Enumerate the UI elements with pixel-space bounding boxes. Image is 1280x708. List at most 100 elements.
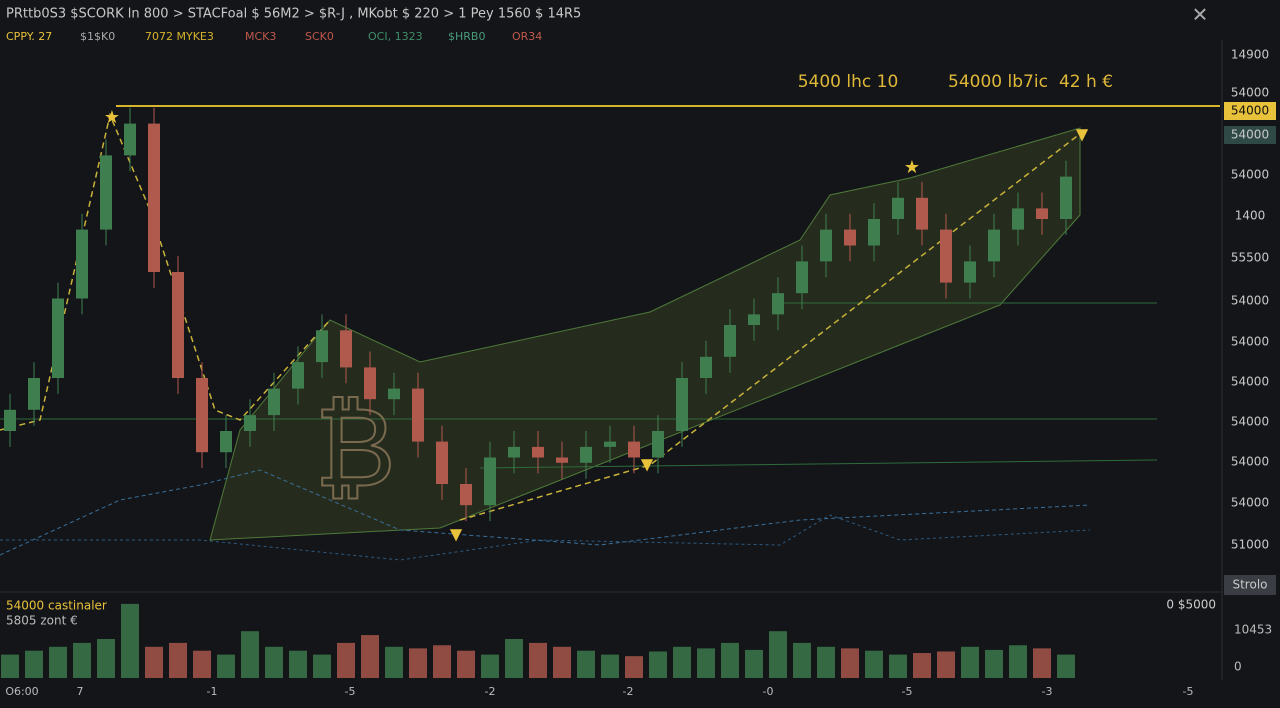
x-axis-label: O6:00 <box>5 685 38 698</box>
price-axis-label: 54000 <box>1231 455 1269 469</box>
volume-bar <box>1009 645 1027 678</box>
volume-bar <box>1 654 19 678</box>
volume-bar <box>433 645 451 678</box>
annotation: 5400 lhc 10 <box>798 72 899 92</box>
price-axis-label: 54000 <box>1231 86 1269 100</box>
support-line <box>479 459 1158 469</box>
toolbar-item[interactable]: 7072 MYKE3 <box>145 30 214 43</box>
ma-line <box>0 469 1091 556</box>
marker: ▼ <box>1076 125 1089 144</box>
volume-bar <box>385 646 403 678</box>
candle-body <box>196 378 208 453</box>
candle-body <box>220 431 232 453</box>
candle-body <box>676 378 688 431</box>
candle-body <box>388 388 400 400</box>
toolbar-item[interactable]: OCI, 1323 <box>368 30 423 43</box>
candle-body <box>76 229 88 299</box>
x-axis-label: -2 <box>485 685 496 698</box>
candle-body <box>244 415 256 431</box>
x-axis-label: -5 <box>345 685 356 698</box>
breadcrumb: PRttb0S3 $SCORK ln 800 > STACFoal $ 56M2… <box>6 7 581 22</box>
volume-bar <box>265 646 283 678</box>
price-axis-label: 54000 <box>1231 335 1269 349</box>
trend-dashed <box>0 112 331 431</box>
volume-bar <box>697 648 715 678</box>
annotation: 54000 lb7ic <box>948 72 1048 92</box>
x-axis-label: -5 <box>902 685 913 698</box>
candle-body <box>340 330 352 368</box>
candle-body <box>412 388 424 442</box>
volume-bar <box>337 642 355 678</box>
volume-bar <box>889 654 907 678</box>
toolbar-item[interactable]: $HRB0 <box>448 30 485 43</box>
price-axis-label: 54000 <box>1231 415 1269 429</box>
price-axis-label: 1400 <box>1235 209 1266 223</box>
price-highlight <box>1224 126 1276 144</box>
volume-bar <box>961 646 979 678</box>
channel <box>209 127 1081 541</box>
candle-body <box>556 457 568 463</box>
candle-body <box>100 155 112 230</box>
candle-body <box>268 388 280 416</box>
x-axis-label: -0 <box>763 685 774 698</box>
candle-body <box>148 123 160 272</box>
volume-bar <box>793 642 811 678</box>
volume-bar <box>97 639 115 678</box>
volume-bar <box>769 631 787 678</box>
volume-bar <box>217 654 235 678</box>
candle-body <box>844 229 856 246</box>
candle-body <box>916 197 928 230</box>
candle-body <box>484 457 496 506</box>
toolbar-item[interactable]: $1$K0 <box>80 30 115 43</box>
volume-bar <box>817 646 835 678</box>
price-axis-label: 54000 <box>1231 294 1269 308</box>
toolbar-item[interactable]: SCK0 <box>305 30 334 43</box>
candle-body <box>52 298 64 378</box>
volume-bar <box>673 646 691 678</box>
volume-bar <box>169 642 187 678</box>
volume-legend: 5805 zont € <box>6 614 78 628</box>
candle-body <box>460 484 472 506</box>
candle-body <box>364 367 376 400</box>
candle-body <box>1012 208 1024 230</box>
price-axis-label: 14900 <box>1231 48 1269 62</box>
volume-bar <box>121 603 139 678</box>
candle-body <box>748 314 760 325</box>
candle-body <box>604 441 616 447</box>
volume-bar <box>289 650 307 678</box>
x-axis-label: 7 <box>77 685 84 698</box>
toolbar-item[interactable]: CPPY. 27 <box>6 30 52 43</box>
volume-bar <box>865 650 883 678</box>
volume-bar <box>601 654 619 678</box>
x-axis-label: -5 <box>1183 685 1194 698</box>
price-axis-label: 54000 <box>1231 104 1269 118</box>
volume-legend: 54000 castinaler <box>6 599 107 613</box>
price-axis-label: 54000 <box>1231 168 1269 182</box>
volume-bar <box>937 651 955 678</box>
price-highlight <box>1224 575 1276 595</box>
volume-bar <box>505 639 523 678</box>
volume-bar <box>409 648 427 678</box>
candle-body <box>628 441 640 458</box>
price-highlight <box>1224 102 1276 120</box>
toolbar-item[interactable]: MCK3 <box>245 30 276 43</box>
volume-axis-label: 10453 <box>1234 623 1272 637</box>
price-axis-label: 51000 <box>1231 538 1269 552</box>
volume-bar <box>529 642 547 678</box>
volume-bar <box>1033 648 1051 678</box>
candle-body <box>28 378 40 410</box>
toolbar-item[interactable]: OR34 <box>512 30 542 43</box>
candle-body <box>988 229 1000 262</box>
volume-bar <box>241 631 259 678</box>
volume-bar <box>553 646 571 678</box>
candle-body <box>724 325 736 357</box>
candle-body <box>700 356 712 378</box>
candle-body <box>172 272 184 378</box>
candle-body <box>532 446 544 458</box>
price-axis-label: 55500 <box>1231 251 1269 265</box>
candle-body <box>868 219 880 246</box>
btc-logo: ₿ <box>314 383 395 511</box>
marker: ★ <box>904 157 920 178</box>
close-button[interactable]: ✕ <box>1192 3 1209 27</box>
